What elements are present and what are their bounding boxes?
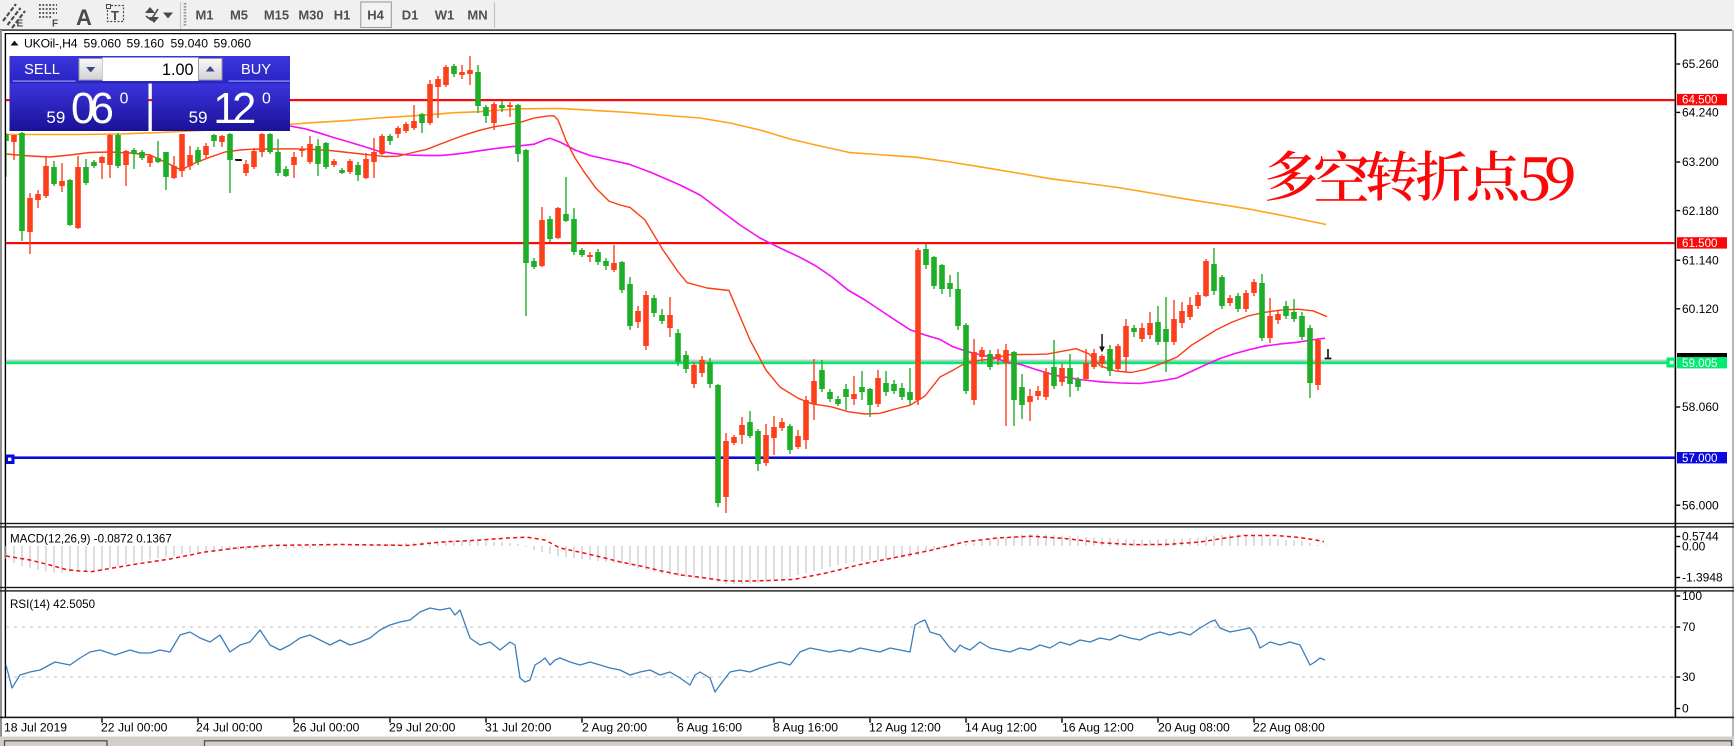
- svg-text:MN: MN: [467, 8, 487, 23]
- svg-text:RSI(14) 42.5050: RSI(14) 42.5050: [10, 598, 95, 611]
- svg-text:62.180: 62.180: [1682, 204, 1719, 218]
- svg-text:58.060: 58.060: [1682, 400, 1719, 414]
- svg-text:29 Jul 20:00: 29 Jul 20:00: [389, 721, 456, 735]
- svg-text:BUY: BUY: [241, 62, 271, 78]
- svg-text:0: 0: [120, 91, 129, 108]
- svg-text:59: 59: [46, 108, 65, 127]
- svg-text:D1: D1: [402, 8, 419, 23]
- svg-text:M1: M1: [195, 8, 213, 23]
- svg-text:56.000: 56.000: [1682, 498, 1719, 512]
- svg-text:M30: M30: [298, 8, 323, 23]
- svg-text:0: 0: [262, 91, 271, 108]
- svg-text:59: 59: [189, 108, 208, 127]
- svg-text:61.140: 61.140: [1682, 253, 1719, 267]
- svg-text:0: 0: [1682, 702, 1689, 716]
- svg-text:6 Aug 16:00: 6 Aug 16:00: [677, 721, 742, 735]
- svg-text:61.500: 61.500: [1682, 237, 1717, 250]
- svg-text:20 Aug 08:00: 20 Aug 08:00: [1158, 721, 1230, 735]
- svg-text:60.120: 60.120: [1682, 302, 1719, 316]
- svg-text:MACD(12,26,9) -0.0872 0.1367: MACD(12,26,9) -0.0872 0.1367: [10, 533, 172, 546]
- svg-text:06: 06: [71, 85, 114, 133]
- svg-text:M15: M15: [264, 8, 289, 23]
- svg-text:E: E: [17, 19, 24, 30]
- svg-text:64.500: 64.500: [1682, 94, 1717, 107]
- svg-text:31 Jul 20:00: 31 Jul 20:00: [485, 721, 552, 735]
- svg-text:59.005: 59.005: [1682, 357, 1717, 370]
- svg-text:H1: H1: [334, 8, 351, 23]
- svg-text:59.060: 59.060: [84, 37, 122, 51]
- svg-text:SELL: SELL: [24, 62, 60, 78]
- svg-text:16 Aug 12:00: 16 Aug 12:00: [1062, 721, 1134, 735]
- svg-text:63.200: 63.200: [1682, 155, 1719, 169]
- svg-text:100: 100: [1682, 589, 1702, 603]
- svg-text:26 Jul 00:00: 26 Jul 00:00: [293, 721, 360, 735]
- svg-text:22 Jul 00:00: 22 Jul 00:00: [101, 721, 168, 735]
- svg-text:14 Aug 12:00: 14 Aug 12:00: [965, 721, 1037, 735]
- svg-text:F: F: [52, 19, 58, 30]
- svg-text:W1: W1: [435, 8, 455, 23]
- svg-text:12 Aug 12:00: 12 Aug 12:00: [869, 721, 941, 735]
- svg-text:70: 70: [1682, 620, 1696, 634]
- svg-text:18 Jul 2019: 18 Jul 2019: [4, 721, 67, 735]
- svg-text:0.5744: 0.5744: [1682, 530, 1719, 544]
- svg-text:H4: H4: [367, 8, 384, 23]
- svg-text:22 Aug 08:00: 22 Aug 08:00: [1253, 721, 1325, 735]
- svg-text:59.040: 59.040: [171, 37, 209, 51]
- svg-text:65.260: 65.260: [1682, 57, 1719, 71]
- svg-text:M5: M5: [230, 8, 248, 23]
- svg-text:12: 12: [213, 85, 256, 133]
- svg-text:24 Jul 00:00: 24 Jul 00:00: [196, 721, 263, 735]
- svg-text:UKOil-,H4: UKOil-,H4: [24, 37, 78, 51]
- svg-text:57.000: 57.000: [1682, 452, 1717, 465]
- svg-text:59.060: 59.060: [214, 37, 252, 51]
- svg-text:A: A: [76, 5, 92, 30]
- svg-text:2 Aug 20:00: 2 Aug 20:00: [582, 721, 647, 735]
- svg-text:30: 30: [1682, 670, 1696, 684]
- svg-text:T: T: [111, 8, 119, 23]
- svg-text:59.160: 59.160: [127, 37, 165, 51]
- svg-text:64.240: 64.240: [1682, 106, 1719, 120]
- svg-text:8 Aug 16:00: 8 Aug 16:00: [773, 721, 838, 735]
- svg-text:1.00: 1.00: [162, 61, 194, 79]
- svg-text:0.00: 0.00: [1682, 540, 1706, 554]
- svg-text:-1.3948: -1.3948: [1682, 571, 1723, 585]
